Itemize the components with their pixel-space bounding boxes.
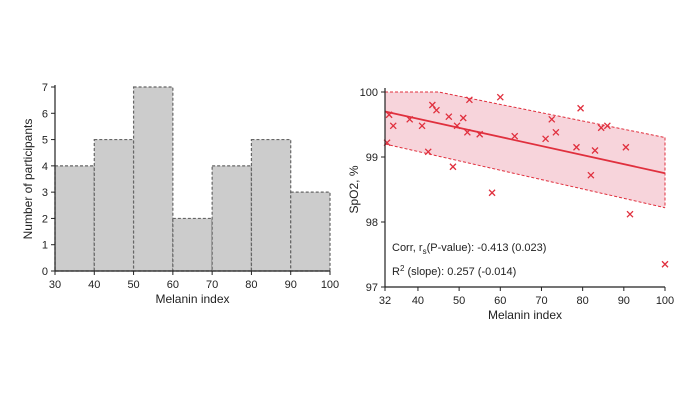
data-point — [428, 101, 436, 109]
histogram-bar — [250, 138, 292, 272]
y-tick-label: 97 — [366, 282, 378, 294]
data-point — [418, 122, 426, 130]
histogram-bar — [172, 217, 213, 272]
x-tick-label: 70 — [206, 279, 218, 291]
data-point — [433, 106, 440, 114]
y-tick-label: 7 — [42, 82, 48, 94]
data-point — [587, 171, 595, 179]
data-point — [573, 143, 580, 151]
histogram-bar — [211, 165, 253, 272]
histogram-bar — [132, 86, 174, 272]
x-axis-title: Melanin index — [488, 308, 562, 322]
y-tick-label: 2 — [42, 213, 48, 225]
x-tick-label: 50 — [127, 279, 139, 291]
data-point — [511, 132, 519, 140]
data-point — [476, 130, 484, 138]
y-tick-label: 99 — [366, 152, 378, 164]
y-tick-label: 6 — [42, 108, 48, 120]
data-point — [496, 93, 504, 101]
x-tick-label: 80 — [577, 295, 589, 307]
y-tick-label: 100 — [360, 87, 378, 99]
data-point — [622, 143, 630, 151]
data-point — [463, 128, 471, 136]
y-axis-title: SpO2, % — [347, 165, 361, 213]
y-tick-label: 4 — [42, 161, 48, 173]
data-point — [552, 128, 560, 136]
y-axis-title: Number of participants — [21, 119, 35, 240]
x-tick-label: 60 — [167, 279, 179, 291]
x-tick-label: 100 — [321, 279, 339, 291]
x-tick-label: 30 — [49, 279, 61, 291]
data-point — [542, 135, 550, 143]
data-point — [597, 124, 605, 132]
data-point — [591, 147, 599, 154]
confidence-band — [385, 92, 665, 208]
y-tick-label: 98 — [366, 217, 378, 229]
data-point — [465, 96, 473, 104]
data-point — [449, 163, 457, 171]
data-point — [603, 122, 611, 130]
histogram-chart: 30 40 50 60 70 80 90 100 0 1 2 3 4 5 6 7 Melanin index Nu… — [21, 82, 339, 306]
y-tick-label: 5 — [42, 135, 48, 147]
data-point — [459, 114, 467, 122]
data-point — [385, 111, 393, 119]
x-tick-label: 80 — [245, 279, 257, 291]
y-tick-label: 0 — [42, 266, 48, 278]
data-point — [406, 115, 414, 123]
x-tick-label: 100 — [656, 295, 674, 307]
histogram-bar — [93, 138, 135, 272]
x-axis-title: Melanin index — [155, 292, 229, 306]
data-point — [389, 122, 397, 130]
x-tick-label: 70 — [535, 295, 547, 307]
histogram-bar — [54, 165, 95, 272]
stats-annotation: Corr, rs(P-value): -0.413 (0.023) — [392, 242, 546, 256]
x-tick-label: 40 — [88, 279, 100, 291]
y-tick-label: 3 — [42, 187, 48, 199]
stats-annotation: R2 (slope): 0.257 (-0.014) — [392, 264, 516, 278]
x-tick-label: 50 — [453, 295, 465, 307]
x-tick-label: 90 — [618, 295, 630, 307]
data-point — [488, 189, 496, 197]
data-point — [445, 113, 453, 121]
x-tick-label: 90 — [285, 279, 297, 291]
band-upper-edge — [385, 91, 666, 138]
y-tick-label: 1 — [42, 240, 48, 252]
regression-line — [384, 110, 666, 175]
x-tick-label: 32 — [379, 295, 391, 307]
data-point — [661, 260, 669, 268]
data-point — [548, 115, 556, 123]
band-lower-edge — [384, 143, 666, 209]
data-point — [424, 148, 432, 156]
data-point — [626, 210, 634, 218]
scatter-chart: 32 40 50 60 70 80 90 100 97 98 99 100 Melanin index S… — [347, 87, 674, 322]
x-tick-label: 60 — [494, 295, 506, 307]
x-tick-label: 40 — [412, 295, 424, 307]
data-point — [453, 122, 461, 130]
histogram-bar — [290, 191, 331, 272]
data-point — [577, 104, 585, 112]
